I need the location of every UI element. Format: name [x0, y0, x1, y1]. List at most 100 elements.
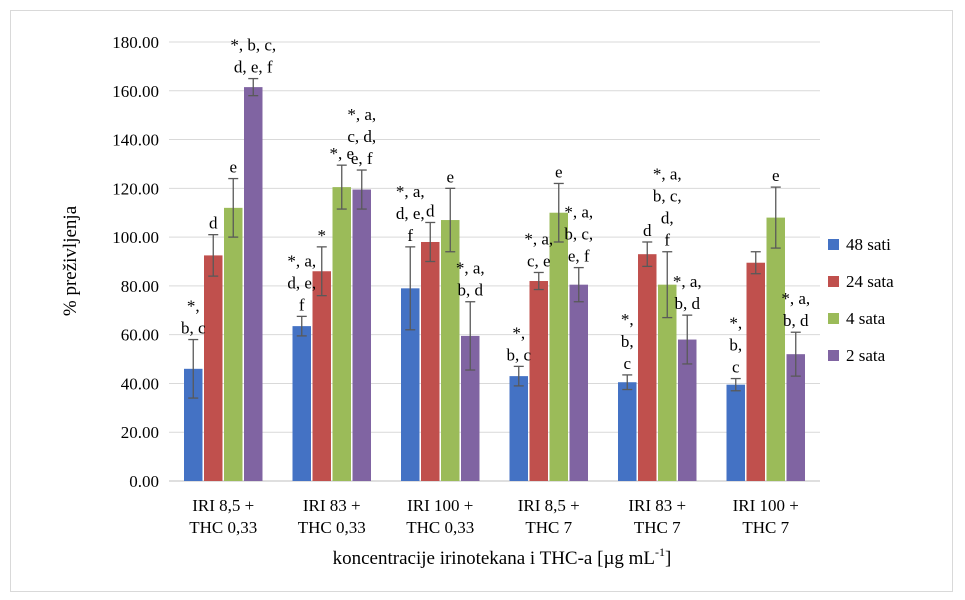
- legend-swatch: [828, 239, 839, 250]
- bar: [184, 368, 203, 481]
- x-tick-label: IRI 100 +: [733, 496, 799, 515]
- legend-label: 24 sata: [846, 272, 894, 291]
- bar: [658, 284, 677, 481]
- significance-label: *, b, c,: [230, 36, 276, 55]
- bar: [529, 281, 548, 481]
- x-tick-label: THC 7: [634, 518, 681, 537]
- bar: [549, 212, 568, 481]
- significance-label: *,: [621, 310, 634, 329]
- significance-label: b, c: [181, 319, 206, 338]
- bars: [184, 87, 805, 482]
- significance-label: b, c,: [653, 187, 682, 206]
- legend-swatch: [828, 350, 839, 361]
- y-tick-label: 100.00: [112, 228, 159, 247]
- y-tick-label: 60.00: [121, 326, 159, 345]
- y-tick-label: 20.00: [121, 423, 159, 442]
- y-tick-label: 120.00: [112, 179, 159, 198]
- legend-label: 48 sati: [846, 235, 891, 254]
- significance-label: c, e: [527, 251, 551, 270]
- legend-label: 4 sata: [846, 309, 886, 328]
- bar: [618, 382, 637, 481]
- error-bars: [188, 77, 801, 399]
- significance-label: *, a,: [653, 165, 682, 184]
- significance-label: *, a,: [287, 251, 316, 270]
- x-axis-label: koncentracije irinotekana i THC-a [µg mL…: [333, 545, 672, 569]
- significance-label: e: [555, 162, 563, 181]
- bar: [678, 339, 697, 481]
- x-axis-label-sup: -1: [655, 545, 665, 559]
- significance-label: *, e: [329, 144, 354, 163]
- bar: [509, 376, 528, 481]
- significance-label: *, a,: [564, 203, 593, 222]
- x-tick-label: IRI 8,5 +: [192, 496, 254, 515]
- significance-label: *,: [187, 297, 200, 316]
- significance-label: d: [426, 201, 435, 220]
- bar: [204, 255, 223, 481]
- x-tick-label: THC 0,33: [406, 518, 474, 537]
- significance-label: d: [643, 221, 652, 240]
- x-tick-label: IRI 8,5 +: [518, 496, 580, 515]
- legend-swatch: [828, 276, 839, 287]
- significance-label: *, a,: [347, 105, 376, 124]
- significance-label: f: [407, 226, 413, 245]
- bar: [312, 271, 331, 481]
- legend-label: 2 sata: [846, 346, 886, 365]
- significance-label: d, e,: [396, 204, 425, 223]
- significance-label: b, d: [458, 281, 484, 300]
- bar: [332, 187, 351, 481]
- significance-labels: *, b, c *, a, d, e, f *, a, d, e, f *, b, c *, b, c *…: [181, 36, 810, 377]
- x-tick-label: THC 7: [742, 518, 789, 537]
- bar: [441, 220, 460, 482]
- significance-label: f: [299, 295, 305, 314]
- significance-label: c: [623, 354, 631, 373]
- significance-label: *, a,: [396, 182, 425, 201]
- chart-svg: 0.00 20.00 40.00 60.00 80.00 100.00 120.00 140.…: [60, 33, 894, 569]
- legend-swatch: [828, 313, 839, 324]
- significance-label: e, f: [568, 247, 590, 266]
- bar: [224, 207, 243, 481]
- y-tick-label: 80.00: [121, 277, 159, 296]
- x-axis-label-main: koncentracije irinotekana i THC-a [µg mL: [333, 548, 655, 569]
- bar: [352, 189, 371, 481]
- significance-label: *: [318, 226, 327, 245]
- significance-label: b, c: [506, 345, 531, 364]
- significance-label: b,: [729, 336, 742, 355]
- significance-label: b, d: [675, 294, 701, 313]
- x-tick-label: IRI 100 +: [407, 496, 473, 515]
- y-tick-label: 0.00: [129, 472, 159, 491]
- y-tick-label: 180.00: [112, 33, 159, 52]
- x-tick-labels: IRI 8,5 + THC 0,33 IRI 83 + THC 0,33 IRI 100…: [189, 496, 799, 537]
- significance-label: b, c,: [564, 225, 593, 244]
- significance-label: d, e, f: [234, 58, 273, 77]
- x-tick-label: THC 0,33: [298, 518, 366, 537]
- gridlines: [169, 41, 820, 482]
- significance-label: d: [209, 214, 218, 233]
- y-tick-label: 40.00: [121, 374, 159, 393]
- significance-label: c: [732, 358, 740, 377]
- bar: [726, 384, 745, 481]
- bar: [292, 326, 311, 481]
- significance-label: e: [229, 158, 237, 177]
- bar: [766, 217, 785, 481]
- significance-label: *,: [512, 323, 525, 342]
- significance-label: e: [772, 166, 780, 185]
- significance-label: b, d: [783, 311, 809, 330]
- y-tick-label: 160.00: [112, 82, 159, 101]
- significance-label: *, a,: [673, 272, 702, 291]
- x-axis-label-close: ]: [665, 548, 671, 569]
- x-tick-label: THC 0,33: [189, 518, 257, 537]
- chart-frame: 0.00 20.00 40.00 60.00 80.00 100.00 120.00 140.…: [10, 10, 953, 592]
- significance-label: *, a,: [456, 259, 485, 278]
- y-tick-label: 140.00: [112, 131, 159, 150]
- bar: [401, 288, 420, 481]
- bar: [461, 335, 480, 481]
- x-tick-label: IRI 83 +: [628, 496, 686, 515]
- significance-label: c, d,: [347, 127, 376, 146]
- significance-label: *, a,: [524, 229, 553, 248]
- significance-label: *, a,: [781, 289, 810, 308]
- bar: [786, 354, 805, 481]
- bar: [421, 241, 440, 481]
- bar: [244, 87, 263, 481]
- legend: 48 sati 24 sata 4 sata 2 sata: [828, 235, 894, 365]
- y-tick-labels: 0.00 20.00 40.00 60.00 80.00 100.00 120.00 140.…: [112, 33, 159, 491]
